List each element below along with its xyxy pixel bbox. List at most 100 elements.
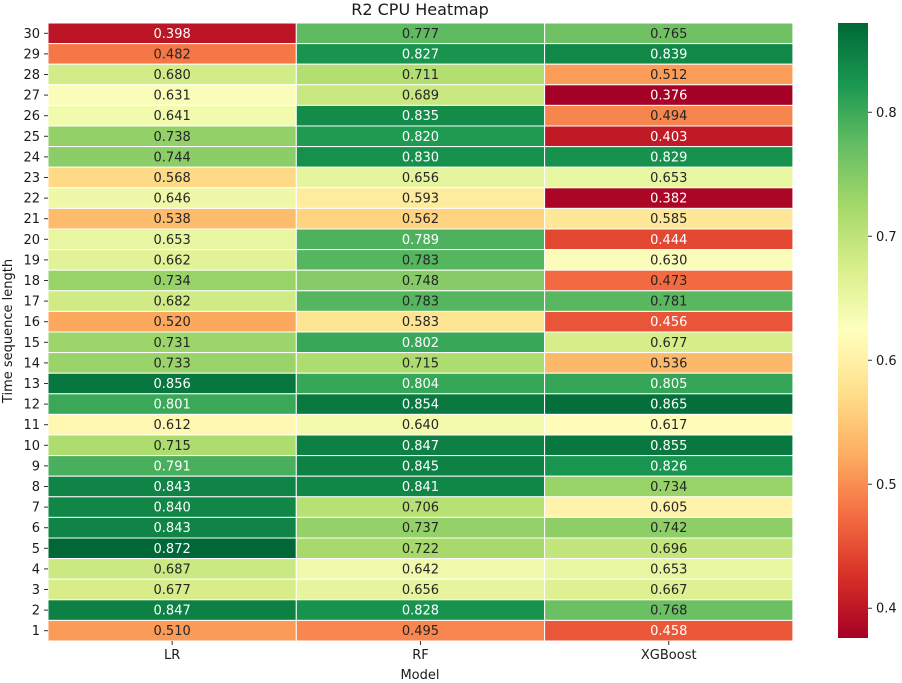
- cell-value-label: 0.865: [650, 398, 687, 413]
- y-tick-label: 24: [23, 150, 40, 165]
- y-tick-label: 13: [23, 377, 40, 392]
- cell-value-label: 0.612: [154, 418, 191, 433]
- colorbar-tick-label: 0.5: [876, 478, 897, 493]
- y-tick-label: 2: [32, 604, 40, 619]
- cell-value-label: 0.791: [154, 459, 191, 474]
- cell-value-label: 0.630: [650, 253, 687, 268]
- cell-value-label: 0.536: [650, 356, 687, 371]
- cell-value-label: 0.828: [402, 604, 439, 619]
- cell-value-label: 0.781: [650, 295, 687, 310]
- y-tick-label: 4: [32, 562, 40, 577]
- y-tick-label: 14: [23, 356, 40, 371]
- y-tick-label: 6: [32, 521, 40, 536]
- cell-value-label: 0.820: [402, 130, 439, 145]
- cell-value-label: 0.617: [650, 418, 687, 433]
- y-tick-label: 5: [32, 542, 40, 557]
- x-tick-label: XGBoost: [641, 648, 697, 663]
- cell-value-label: 0.640: [402, 418, 439, 433]
- cell-value-label: 0.843: [154, 521, 191, 536]
- cell-value-label: 0.583: [402, 315, 439, 330]
- cell-value-label: 0.847: [154, 604, 191, 619]
- y-tick-label: 25: [23, 130, 40, 145]
- cell-value-label: 0.872: [154, 542, 191, 557]
- cell-value-label: 0.737: [402, 521, 439, 536]
- cell-value-label: 0.855: [650, 439, 687, 454]
- cell-value-label: 0.722: [402, 542, 439, 557]
- cell-value-label: 0.444: [650, 233, 687, 248]
- cell-value-label: 0.826: [650, 459, 687, 474]
- colorbar-gradient: [838, 23, 868, 638]
- y-tick-label: 15: [23, 336, 40, 351]
- cell-value-label: 0.734: [650, 480, 687, 495]
- cell-value-label: 0.653: [650, 562, 687, 577]
- cell-value-label: 0.653: [154, 233, 191, 248]
- cell-value-label: 0.783: [402, 253, 439, 268]
- cell-value-label: 0.631: [154, 89, 191, 104]
- cell-value-label: 0.512: [650, 68, 687, 83]
- cell-value-label: 0.783: [402, 295, 439, 310]
- y-tick-label: 18: [23, 274, 40, 289]
- y-tick-label: 20: [23, 233, 40, 248]
- cell-value-label: 0.801: [154, 398, 191, 413]
- cell-value-label: 0.829: [650, 150, 687, 165]
- colorbar: 0.4 0.5 0.6 0.7 0.8: [838, 23, 897, 638]
- cell-value-label: 0.473: [650, 274, 687, 289]
- cell-value-label: 0.677: [154, 583, 191, 598]
- y-tick-label: 17: [23, 295, 40, 310]
- cell-value-label: 0.456: [650, 315, 687, 330]
- y-tick-label: 28: [23, 68, 40, 83]
- y-tick-label: 21: [23, 212, 40, 227]
- y-tick-label: 10: [23, 439, 40, 454]
- cell-value-label: 0.835: [402, 109, 439, 124]
- cell-value-label: 0.802: [402, 336, 439, 351]
- y-axis-label: Time sequence length: [1, 259, 16, 404]
- y-tick-label: 19: [23, 253, 40, 268]
- cell-value-label: 0.696: [650, 542, 687, 557]
- cell-value-label: 0.768: [650, 604, 687, 619]
- y-tick-label: 26: [23, 109, 40, 124]
- y-tick-label: 8: [32, 480, 40, 495]
- cell-value-label: 0.494: [650, 109, 687, 124]
- cell-value-label: 0.656: [402, 171, 439, 186]
- cell-value-label: 0.605: [650, 501, 687, 516]
- cell-value-label: 0.789: [402, 233, 439, 248]
- cell-value-label: 0.680: [154, 68, 191, 83]
- cell-value-label: 0.856: [154, 377, 191, 392]
- cell-value-label: 0.854: [402, 398, 439, 413]
- cell-value-label: 0.804: [402, 377, 439, 392]
- cell-value-label: 0.646: [154, 192, 191, 207]
- cell-value-label: 0.662: [154, 253, 191, 268]
- cell-value-label: 0.734: [154, 274, 191, 289]
- cell-value-label: 0.830: [402, 150, 439, 165]
- cell-value-label: 0.847: [402, 439, 439, 454]
- cell-value-label: 0.715: [154, 439, 191, 454]
- cell-value-label: 0.715: [402, 356, 439, 371]
- cell-value-label: 0.682: [154, 295, 191, 310]
- y-tick-label: 23: [23, 171, 40, 186]
- cell-value-label: 0.711: [402, 68, 439, 83]
- cell-value-label: 0.731: [154, 336, 191, 351]
- x-tick-label: RF: [412, 648, 429, 663]
- y-tick-label: 29: [23, 47, 40, 62]
- colorbar-tick-label: 0.4: [876, 602, 897, 617]
- cell-value-label: 0.706: [402, 501, 439, 516]
- cell-value-label: 0.593: [402, 192, 439, 207]
- cell-value-label: 0.482: [154, 47, 191, 62]
- y-tick-label: 27: [23, 89, 40, 104]
- cell-value-label: 0.742: [650, 521, 687, 536]
- colorbar-tick-label: 0.6: [876, 354, 897, 369]
- y-tick-label: 1: [32, 624, 40, 639]
- cell-value-label: 0.642: [402, 562, 439, 577]
- cell-value-label: 0.585: [650, 212, 687, 227]
- cell-value-label: 0.748: [402, 274, 439, 289]
- cell-value-label: 0.687: [154, 562, 191, 577]
- cell-value-label: 0.667: [650, 583, 687, 598]
- cell-value-label: 0.641: [154, 109, 191, 124]
- cell-value-label: 0.562: [402, 212, 439, 227]
- y-tick-label: 16: [23, 315, 40, 330]
- x-tick-label: LR: [164, 648, 180, 663]
- colorbar-tick-label: 0.8: [876, 106, 897, 121]
- cell-value-label: 0.840: [154, 501, 191, 516]
- cell-value-label: 0.376: [650, 89, 687, 104]
